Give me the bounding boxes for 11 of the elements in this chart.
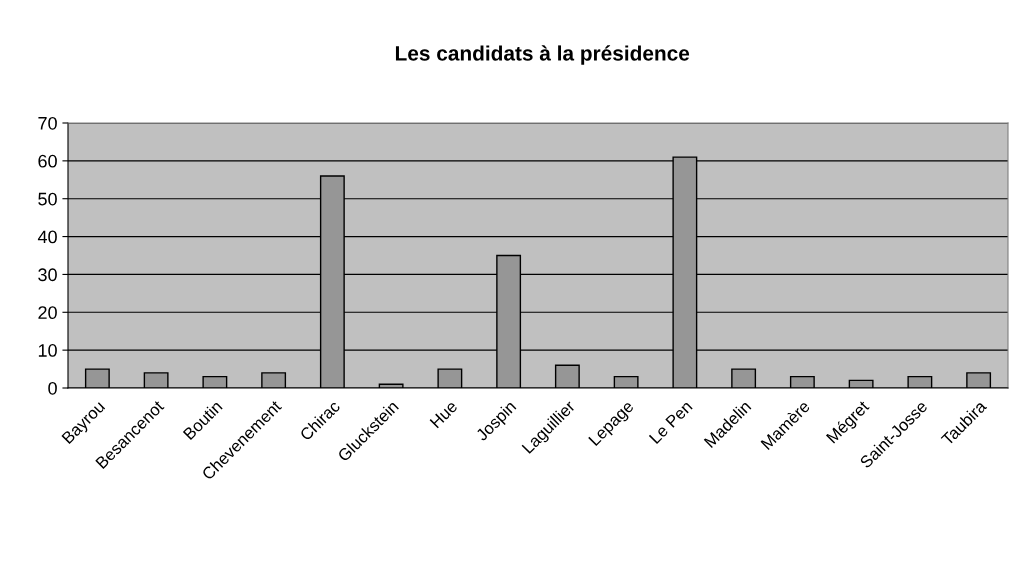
y-tick-label: 40 (37, 230, 57, 244)
y-tick-label: 0 (48, 381, 57, 395)
y-tick-label: 50 (38, 192, 57, 206)
y-tick-label: 60 (38, 154, 57, 168)
chart-title: Les candidats à la présidence (395, 45, 690, 65)
y-tick-label: 70 (38, 116, 57, 130)
y-tick-label: 10 (38, 344, 57, 357)
y-tick-label: 20 (38, 306, 57, 320)
x-tick-label: Le Pen (648, 400, 693, 445)
x-tick-label: Hue (429, 400, 459, 429)
y-tick-label: 30 (38, 268, 57, 282)
